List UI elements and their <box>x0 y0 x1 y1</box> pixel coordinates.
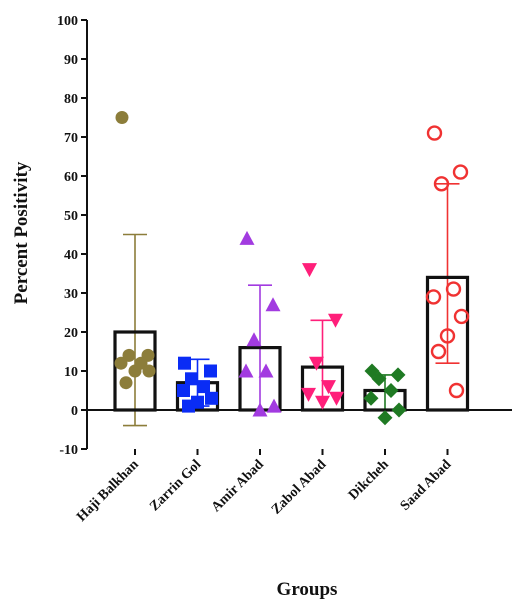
data-point <box>185 372 198 386</box>
data-point <box>252 402 268 417</box>
data-point <box>114 356 128 370</box>
x-tick-label: Saad Abad <box>398 457 455 514</box>
y-tick-label: 10 <box>64 365 78 380</box>
y-tick-label: 90 <box>64 53 78 68</box>
data-point <box>328 313 343 328</box>
x-tick-label: Zarrin Gol <box>147 457 204 514</box>
data-point <box>177 384 190 397</box>
x-tick-label: Zabol Abad <box>269 457 330 518</box>
data-point <box>383 383 399 398</box>
data-point <box>204 364 217 378</box>
y-axis-title: Percent Positivity <box>11 161 32 304</box>
data-point <box>426 125 443 141</box>
bar <box>425 275 470 412</box>
y-tick-label: 100 <box>57 14 78 29</box>
y-tick-label: 40 <box>64 248 78 263</box>
data-point <box>122 348 136 362</box>
data-point <box>205 391 218 405</box>
data-point <box>302 263 317 278</box>
x-tick-label: Haji Balkhan <box>74 457 142 525</box>
data-point <box>142 364 156 378</box>
data-point <box>321 380 336 395</box>
data-point <box>452 164 469 180</box>
data-point <box>371 371 387 387</box>
data-point <box>391 402 407 418</box>
data-point <box>315 395 330 410</box>
data-point <box>453 308 470 325</box>
data-point <box>239 230 255 245</box>
data-point <box>178 356 191 370</box>
x-tick-label: Dikcheh <box>346 457 392 503</box>
data-point <box>182 399 195 413</box>
y-tick-label: 80 <box>64 92 78 107</box>
y-tick-label: 70 <box>64 131 78 146</box>
data-point <box>115 111 129 124</box>
data-point <box>390 367 406 383</box>
x-tick-label: Amir Abad <box>209 457 267 515</box>
y-tick-label: -10 <box>59 443 78 458</box>
data-point <box>430 343 447 360</box>
data-point <box>238 363 254 378</box>
data-point <box>439 328 456 344</box>
data-point <box>197 380 210 394</box>
data-point <box>377 410 393 426</box>
data-point <box>448 382 465 399</box>
data-point <box>309 356 324 371</box>
data-point <box>445 281 462 297</box>
data-point <box>329 391 344 406</box>
y-tick-label: 50 <box>64 209 78 224</box>
x-axis-title: Groups <box>277 579 338 600</box>
data-point <box>128 364 142 378</box>
y-tick-label: 60 <box>64 170 78 185</box>
data-point <box>433 176 450 192</box>
data-point <box>265 297 281 312</box>
data-point <box>363 390 379 406</box>
y-tick-label: 20 <box>64 326 78 341</box>
data-point <box>246 332 262 347</box>
data-point <box>119 376 133 390</box>
data-point <box>258 363 274 378</box>
data-point <box>301 387 316 402</box>
data-point <box>266 398 282 413</box>
y-tick-label: 0 <box>71 404 78 419</box>
y-tick-label: 30 <box>64 287 78 302</box>
data-point <box>425 289 442 305</box>
